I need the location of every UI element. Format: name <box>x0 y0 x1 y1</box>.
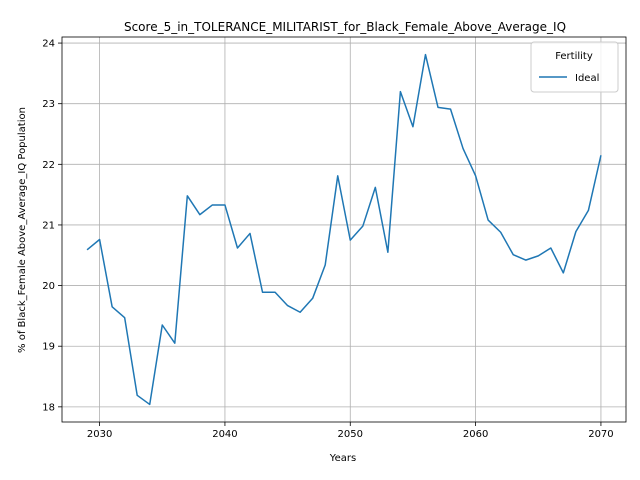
y-tick-label: 18 <box>42 402 55 413</box>
legend: Fertility Ideal <box>531 42 618 92</box>
y-tick-label: 24 <box>42 39 55 50</box>
legend-box <box>531 42 618 92</box>
x-tick-label: 2070 <box>588 429 613 440</box>
y-tick-label: 19 <box>42 342 55 353</box>
legend-label-ideal: Ideal <box>575 73 599 84</box>
x-axis-label: Years <box>329 453 356 464</box>
y-axis-label: % of Black_Female Above_Average_IQ Popul… <box>17 107 28 353</box>
legend-title: Fertility <box>555 51 593 62</box>
y-tick-label: 21 <box>42 220 55 231</box>
y-tick-label: 22 <box>42 160 55 171</box>
x-tick-label: 2060 <box>463 429 488 440</box>
x-tick-label: 2050 <box>338 429 363 440</box>
x-tick-label: 2040 <box>212 429 237 440</box>
x-tick-label: 2030 <box>87 429 112 440</box>
y-tick-label: 23 <box>42 99 55 110</box>
y-tick-label: 20 <box>42 281 55 292</box>
chart-title: Score_5_in_TOLERANCE_MILITARIST_for_Blac… <box>124 20 566 34</box>
